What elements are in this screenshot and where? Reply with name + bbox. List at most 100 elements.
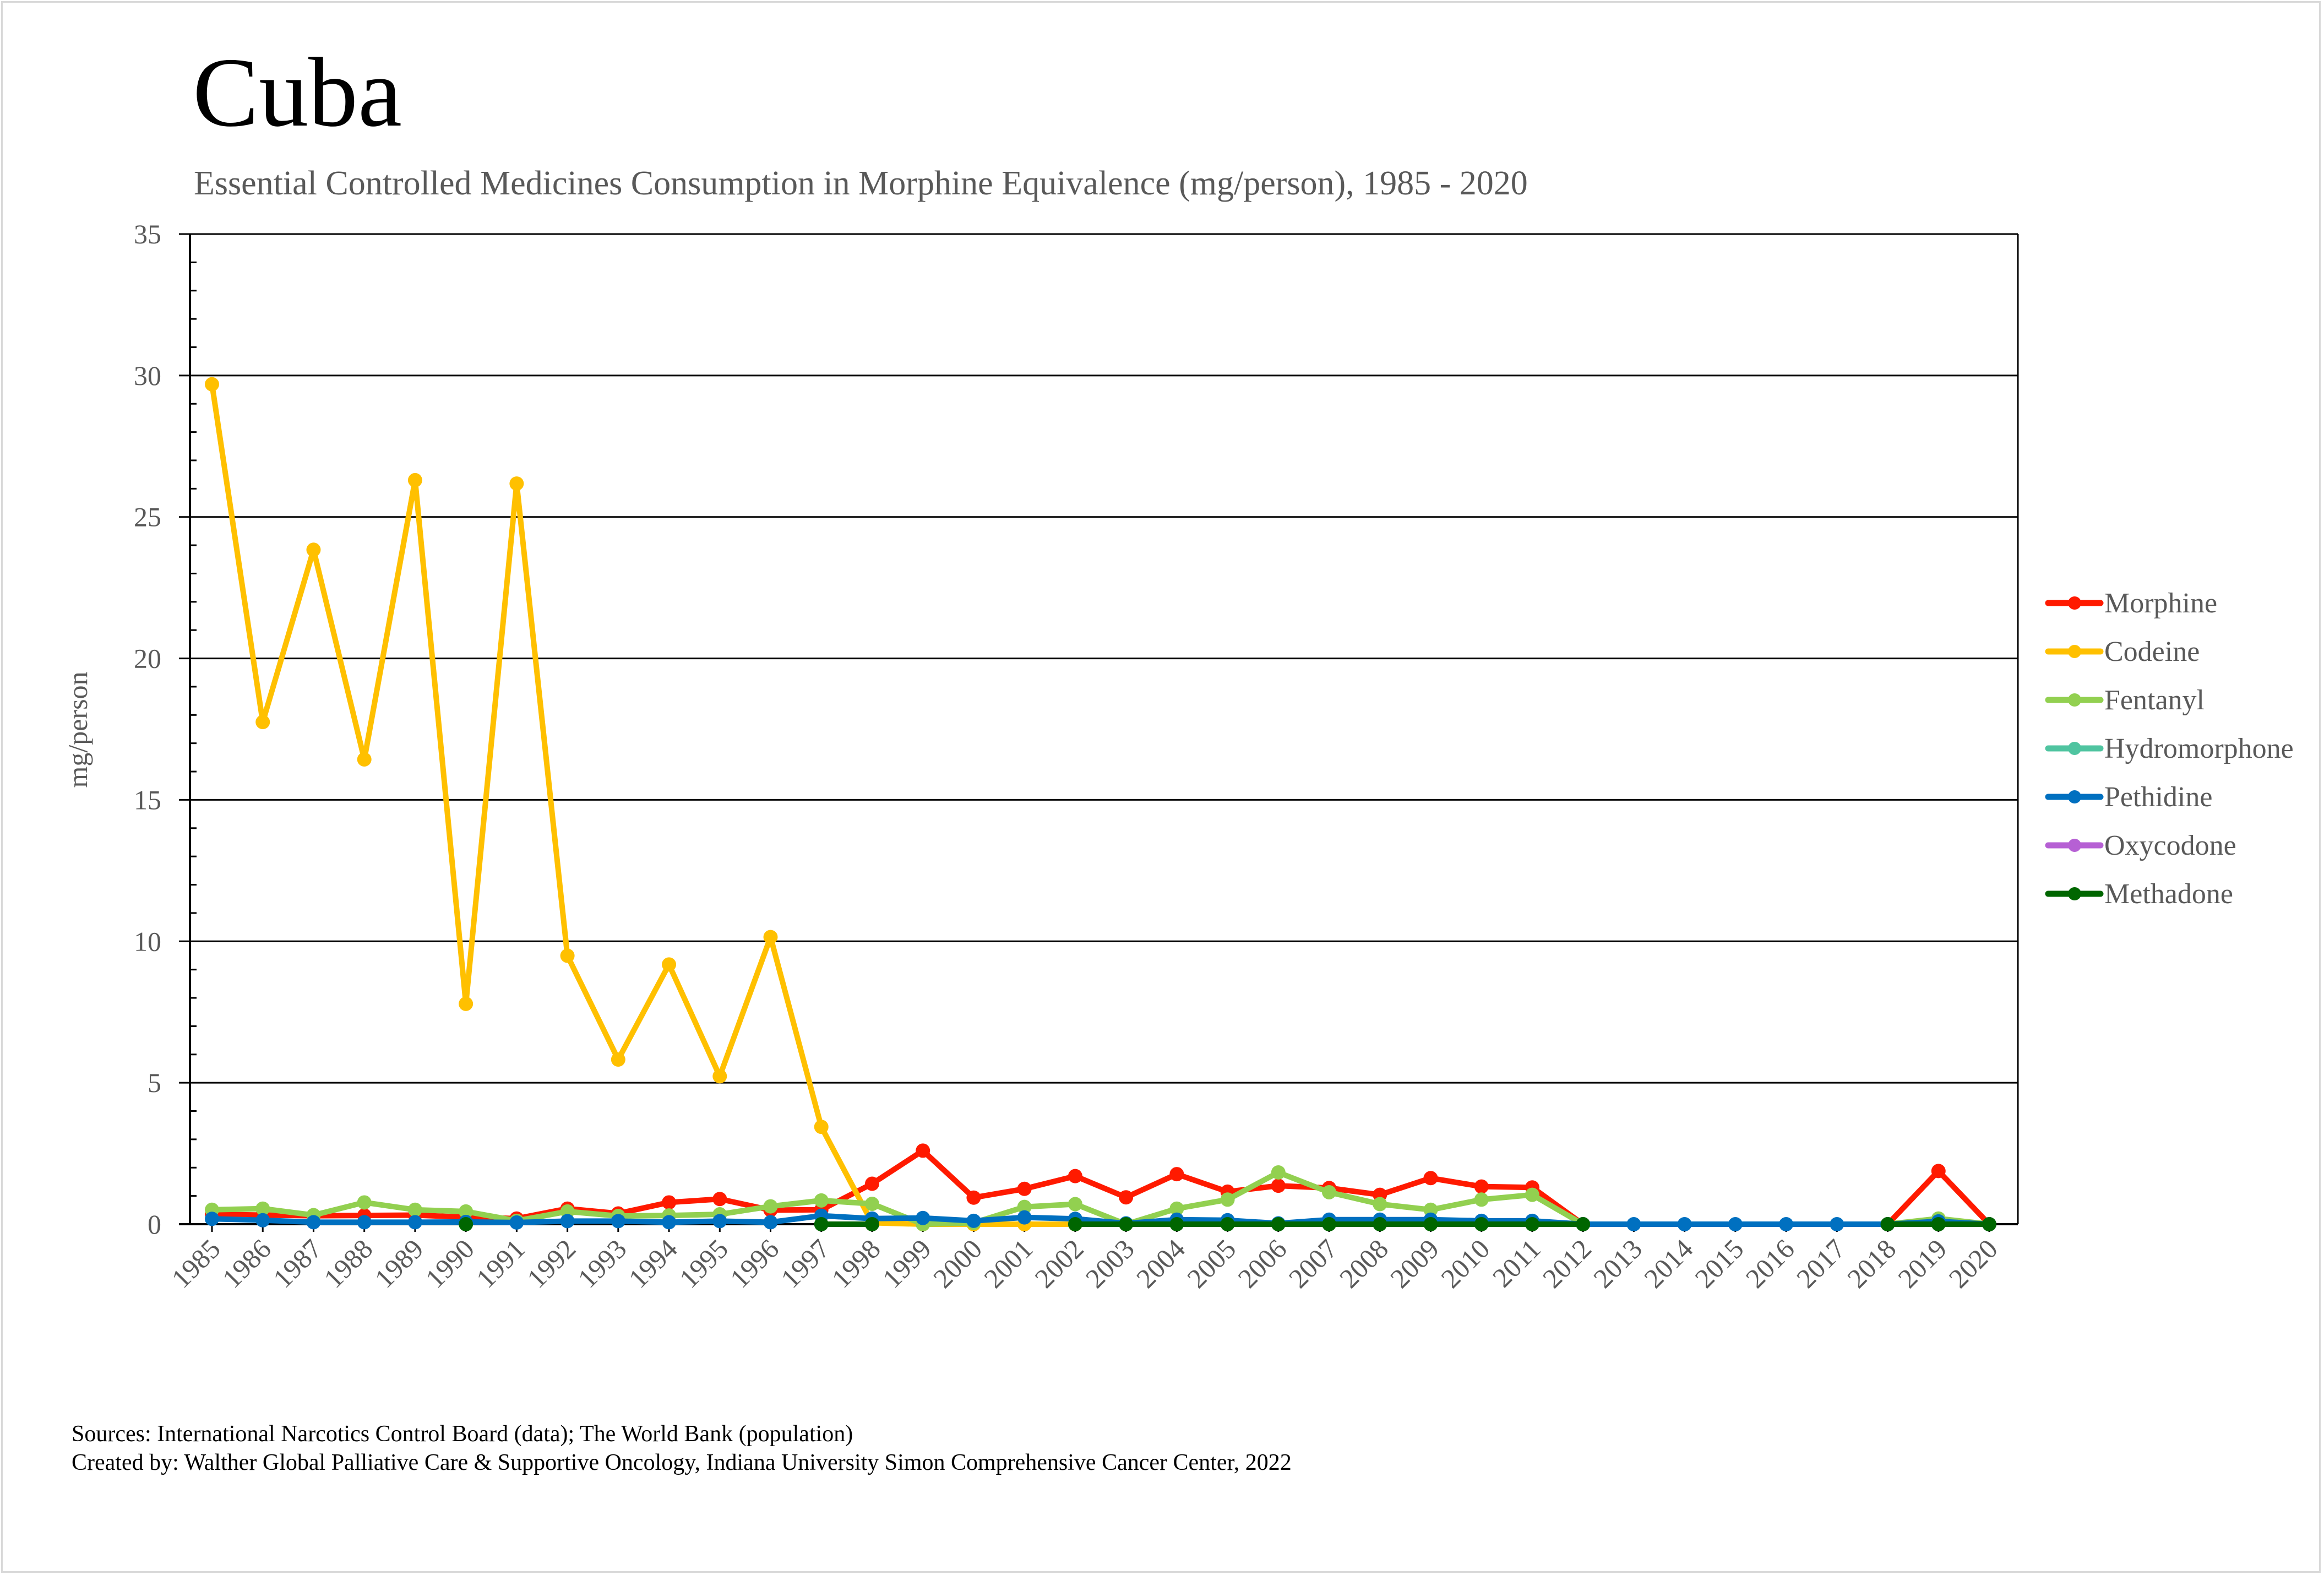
x-tick-label: 1986 xyxy=(216,1233,277,1294)
data-point xyxy=(1626,1217,1641,1231)
gridlines xyxy=(179,233,2018,1084)
data-point xyxy=(662,1195,677,1210)
data-point xyxy=(1220,1217,1235,1231)
x-tick-label: 1998 xyxy=(825,1233,886,1294)
data-point xyxy=(916,1210,930,1225)
y-tick-label: 30 xyxy=(134,360,161,391)
data-point xyxy=(255,715,270,730)
x-tick-label: 2011 xyxy=(1487,1233,1547,1293)
data-point xyxy=(1677,1217,1692,1231)
data-point xyxy=(306,1215,321,1230)
data-point xyxy=(560,948,575,963)
legend: Morphine Codeine Fentanyl Hydromorphone Peth… xyxy=(2045,588,2294,910)
data-point xyxy=(306,542,321,557)
x-tick-label: 2002 xyxy=(1028,1233,1089,1294)
data-point xyxy=(611,1052,625,1067)
x-tick-label: 1988 xyxy=(318,1233,378,1294)
y-tick-label: 5 xyxy=(148,1067,161,1098)
data-point xyxy=(1322,1185,1337,1199)
data-point xyxy=(1068,1217,1082,1231)
x-tick-label: 2015 xyxy=(1689,1233,1749,1294)
legend-label: Codeine xyxy=(2104,636,2200,667)
series-line xyxy=(209,1148,1586,1227)
data-point xyxy=(1728,1217,1743,1231)
data-point xyxy=(255,1201,270,1216)
data-point xyxy=(509,1215,524,1230)
data-point xyxy=(1169,1167,1184,1182)
axes: 0510152025303519851986198719881989199019… xyxy=(134,219,2019,1294)
data-point xyxy=(1423,1217,1438,1231)
data-point xyxy=(763,1215,778,1230)
data-point xyxy=(611,1214,625,1229)
data-point xyxy=(560,1214,575,1229)
data-point xyxy=(407,1202,422,1217)
data-point xyxy=(1220,1192,1235,1207)
data-point xyxy=(1474,1179,1489,1194)
data-point xyxy=(712,1192,727,1207)
data-point xyxy=(1474,1192,1489,1207)
x-tick-label: 1990 xyxy=(420,1233,480,1294)
x-tick-label: 1992 xyxy=(521,1233,581,1294)
x-tick-label: 1996 xyxy=(724,1233,785,1294)
data-point xyxy=(1525,1187,1539,1202)
data-point xyxy=(814,1120,829,1134)
legend-item-pethidine: Pethidine xyxy=(2045,781,2212,813)
x-tick-label: 2016 xyxy=(1740,1233,1800,1294)
footer-sources: Sources: International Narcotics Control… xyxy=(72,1421,853,1447)
data-point xyxy=(1068,1169,1082,1183)
y-tick-label: 25 xyxy=(134,502,161,533)
data-point xyxy=(459,996,473,1011)
legend-label: Methadone xyxy=(2104,878,2233,910)
data-point xyxy=(712,1069,727,1084)
data-point xyxy=(1423,1171,1438,1186)
data-point xyxy=(1322,1217,1337,1231)
legend-swatch-marker xyxy=(2068,693,2081,707)
data-point xyxy=(1068,1197,1082,1212)
data-point xyxy=(1373,1197,1387,1212)
x-tick-label: 2012 xyxy=(1537,1233,1597,1294)
legend-item-hydromorphone: Hydromorphone xyxy=(2045,733,2294,764)
chart-subtitle: Essential Controlled Medicines Consumpti… xyxy=(194,165,1528,202)
data-point xyxy=(407,1215,422,1230)
x-tick-label: 1985 xyxy=(165,1233,226,1294)
data-point xyxy=(205,377,219,392)
chart-title: Cuba xyxy=(193,37,402,147)
x-tick-label: 2008 xyxy=(1334,1233,1394,1294)
data-point xyxy=(1271,1217,1286,1231)
data-point xyxy=(1119,1217,1134,1231)
series-line xyxy=(209,381,1078,1227)
data-point xyxy=(1576,1217,1591,1231)
data-point xyxy=(1119,1190,1134,1205)
y-axis-title: mg/person xyxy=(62,671,93,788)
data-point xyxy=(357,1215,372,1230)
data-point xyxy=(357,752,372,767)
series-lines xyxy=(205,377,1996,1231)
x-tick-label: 1987 xyxy=(267,1233,328,1294)
data-point xyxy=(1169,1217,1184,1231)
series-line xyxy=(209,1213,1992,1227)
data-point xyxy=(864,1217,879,1231)
series-methadone xyxy=(459,1217,1996,1231)
x-tick-label: 2010 xyxy=(1435,1233,1495,1294)
x-tick-label: 2017 xyxy=(1790,1233,1851,1294)
data-point xyxy=(459,1217,473,1231)
x-tick-label: 1989 xyxy=(368,1233,429,1294)
data-point xyxy=(1931,1217,1946,1231)
data-point xyxy=(1373,1217,1387,1231)
x-tick-label: 1994 xyxy=(623,1233,683,1294)
legend-item-codeine: Codeine xyxy=(2045,636,2200,667)
legend-label: Fentanyl xyxy=(2104,685,2205,716)
y-tick-label: 15 xyxy=(134,784,161,815)
data-point xyxy=(1423,1202,1438,1217)
legend-label: Pethidine xyxy=(2104,781,2212,813)
legend-swatch-marker xyxy=(2068,645,2081,658)
data-point xyxy=(1525,1217,1539,1231)
legend-swatch-marker xyxy=(2068,742,2081,755)
x-tick-label: 2001 xyxy=(978,1233,1038,1294)
data-point xyxy=(763,1199,778,1214)
series-morphine xyxy=(205,1143,1996,1231)
data-point xyxy=(1830,1217,1844,1231)
data-point xyxy=(1017,1181,1032,1196)
x-tick-label: 1995 xyxy=(673,1233,734,1294)
